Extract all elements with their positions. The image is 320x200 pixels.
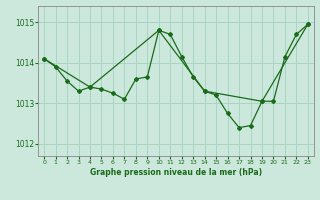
X-axis label: Graphe pression niveau de la mer (hPa): Graphe pression niveau de la mer (hPa)	[90, 168, 262, 177]
